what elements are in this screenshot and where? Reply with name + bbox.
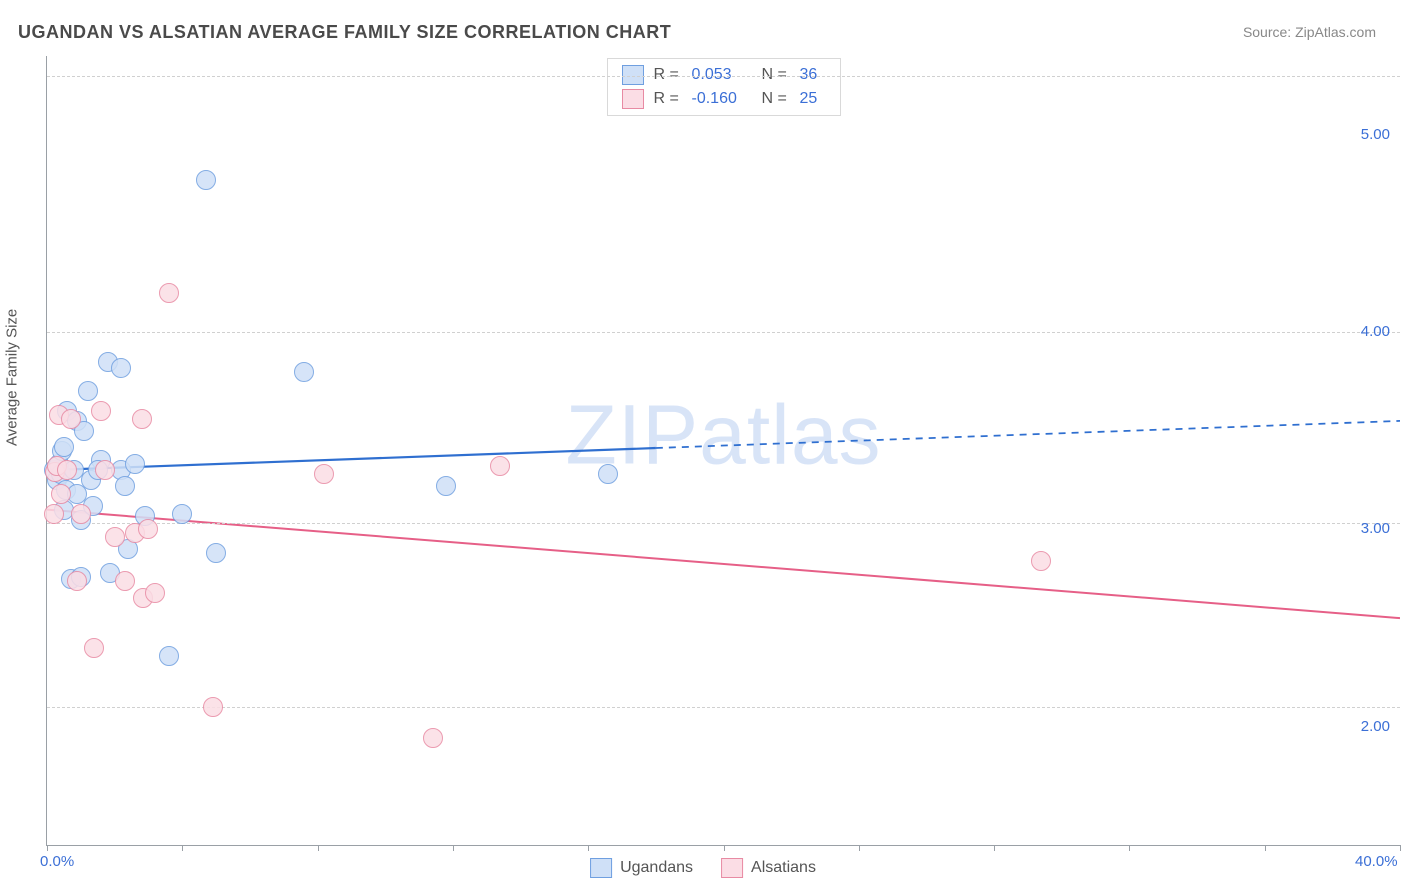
- watermark-text-bold: ZIP: [565, 387, 699, 481]
- scatter-point-alsatians: [490, 456, 510, 476]
- y-tick-label: 4.00: [1361, 323, 1390, 340]
- scatter-point-alsatians: [91, 401, 111, 421]
- scatter-point-ugandans: [294, 362, 314, 382]
- scatter-point-alsatians: [115, 571, 135, 591]
- scatter-point-alsatians: [145, 583, 165, 603]
- legend-swatch-alsatians: [622, 89, 644, 109]
- chart-container: UGANDAN VS ALSATIAN AVERAGE FAMILY SIZE …: [0, 0, 1406, 892]
- trend-lines-layer: [47, 56, 1400, 845]
- scatter-point-alsatians: [67, 571, 87, 591]
- scatter-point-ugandans: [111, 358, 131, 378]
- x-tick-label: 40.0%: [1355, 853, 1398, 870]
- legend-n-label: N =: [762, 90, 790, 108]
- scatter-point-alsatians: [203, 697, 223, 717]
- watermark-text-thin: atlas: [699, 387, 881, 481]
- correlation-legend: R = 0.053 N = 36 R = -0.160 N = 25: [607, 58, 841, 116]
- y-tick-label: 2.00: [1361, 718, 1390, 735]
- scatter-point-alsatians: [61, 409, 81, 429]
- scatter-point-ugandans: [196, 170, 216, 190]
- source-attribution: Source: ZipAtlas.com: [1243, 24, 1376, 40]
- legend-item-alsatians: Alsatians: [721, 858, 816, 878]
- scatter-point-alsatians: [423, 728, 443, 748]
- scatter-point-alsatians: [57, 460, 77, 480]
- legend-swatch-ugandans: [590, 858, 612, 878]
- plot-area: ZIPatlas R = 0.053 N = 36 R = -0.160 N =…: [46, 56, 1400, 846]
- legend-label-ugandans: Ugandans: [620, 859, 693, 877]
- legend-r-value-alsatians: -0.160: [692, 90, 752, 108]
- x-tick-label: 0.0%: [40, 853, 74, 870]
- scatter-point-alsatians: [84, 638, 104, 658]
- scatter-point-ugandans: [206, 543, 226, 563]
- legend-item-ugandans: Ugandans: [590, 858, 693, 878]
- legend-row-alsatians: R = -0.160 N = 25: [622, 87, 826, 111]
- scatter-point-alsatians: [138, 519, 158, 539]
- legend-swatch-alsatians: [721, 858, 743, 878]
- scatter-point-alsatians: [105, 527, 125, 547]
- y-axis-label: Average Family Size: [4, 309, 21, 446]
- scatter-point-alsatians: [1031, 551, 1051, 571]
- scatter-point-alsatians: [95, 460, 115, 480]
- legend-n-value-alsatians: 25: [800, 90, 826, 108]
- chart-title: UGANDAN VS ALSATIAN AVERAGE FAMILY SIZE …: [18, 22, 671, 43]
- y-tick-label: 5.00: [1361, 126, 1390, 143]
- scatter-point-alsatians: [71, 504, 91, 524]
- scatter-point-ugandans: [115, 476, 135, 496]
- series-legend: Ugandans Alsatians: [590, 858, 816, 878]
- scatter-point-ugandans: [159, 646, 179, 666]
- scatter-point-ugandans: [54, 437, 74, 457]
- legend-label-alsatians: Alsatians: [751, 859, 816, 877]
- scatter-point-ugandans: [598, 464, 618, 484]
- scatter-point-ugandans: [125, 454, 145, 474]
- scatter-point-alsatians: [44, 504, 64, 524]
- scatter-point-alsatians: [314, 464, 334, 484]
- y-tick-label: 3.00: [1361, 520, 1390, 537]
- scatter-point-alsatians: [51, 484, 71, 504]
- scatter-point-ugandans: [78, 381, 98, 401]
- legend-r-label: R =: [654, 90, 682, 108]
- scatter-point-alsatians: [132, 409, 152, 429]
- scatter-point-ugandans: [436, 476, 456, 496]
- scatter-point-alsatians: [159, 283, 179, 303]
- scatter-point-ugandans: [172, 504, 192, 524]
